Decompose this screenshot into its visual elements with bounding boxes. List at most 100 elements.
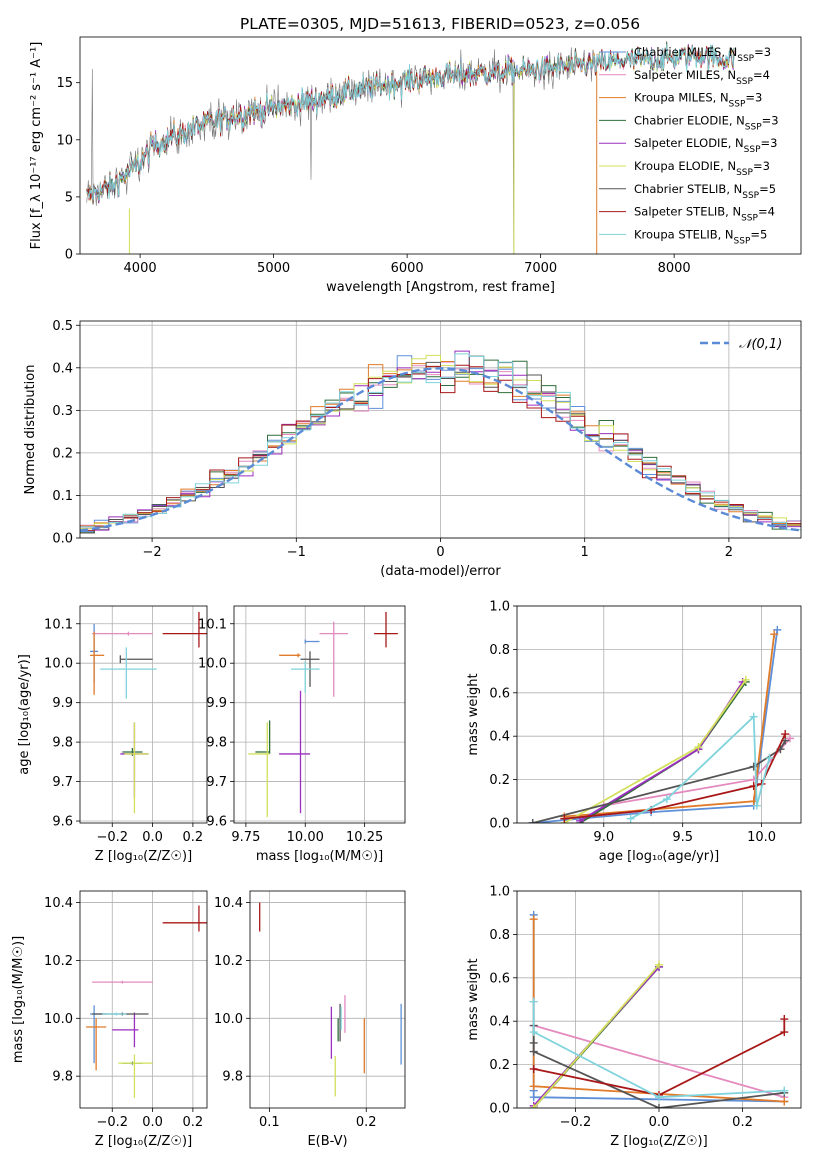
axes-frame <box>233 605 406 824</box>
weight-marker <box>529 1093 538 1102</box>
y-tick-label: 10.1 <box>44 617 73 632</box>
y-tick-label: 9.7 <box>52 775 73 790</box>
x-axis-label: Z [log₁₀(Z/Z☉)] <box>95 849 192 864</box>
x-tick-label: 0.2 <box>183 830 204 845</box>
x-tick-label: 0.0 <box>142 830 163 845</box>
legend-label-sub: SSP <box>737 54 754 64</box>
errorbar-kroupa-miles <box>90 631 105 695</box>
weight-marker <box>780 1086 789 1095</box>
y-axis-label: mass [log₁₀(M/M☉)] <box>11 936 26 1063</box>
y-tick-label: 9.8 <box>52 736 73 751</box>
axes-frame <box>79 605 208 824</box>
normal-curve <box>80 367 801 532</box>
weight-marker <box>780 1028 789 1037</box>
y-tick-label: 0.5 <box>52 319 73 334</box>
x-axis-label: (data-model)/error <box>380 564 501 579</box>
legend-label: Salpeter MILES, NSSP=4 <box>634 68 770 87</box>
legend-label-sub: SSP <box>736 168 753 178</box>
x-axis-label: Z [log₁₀(Z/Z☉)] <box>610 1134 707 1149</box>
legend-label: Kroupa ELODIE, NSSP=3 <box>634 159 770 178</box>
legend-label-tail: =3 <box>761 136 778 150</box>
legend-label-name: Chabrier MILES, N <box>634 45 737 59</box>
y-tick-label: 0.1 <box>52 489 73 504</box>
y-tick-label: 0.6 <box>489 686 510 701</box>
x-tick-label: 0.2 <box>356 1115 377 1130</box>
y-tick-label: 10.2 <box>214 954 243 969</box>
x-tick-label: 10.0 <box>747 830 776 845</box>
plot-area-weight-vs-age <box>528 625 794 823</box>
weight-line-kroupa-stelib <box>532 1001 785 1099</box>
y-axis-label: Normed distribution <box>23 365 38 495</box>
weight-marker <box>626 814 635 823</box>
weight-line-kroupa-elodie <box>533 964 660 1108</box>
y-tick-label: 10.0 <box>44 1012 73 1027</box>
errorbar-salpeter-stelib <box>162 905 207 932</box>
y-tick-label: 0.8 <box>489 643 510 658</box>
weight-marker <box>560 814 569 823</box>
legend-label-sub: SSP <box>736 77 753 87</box>
x-tick-label: 0.2 <box>732 1115 753 1130</box>
x-axis-label: mass [log₁₀(M/M☉)] <box>256 849 383 864</box>
errorbar-kroupa-elodie <box>118 1054 153 1098</box>
y-axis-label: age [log₁₀(age/yr)] <box>17 654 32 775</box>
x-tick-label: 0.1 <box>259 1115 280 1130</box>
legend-label-name: Salpeter MILES, N <box>634 68 736 82</box>
errorbar-chabrier-stelib <box>119 655 153 664</box>
y-tick-label: 9.7 <box>206 775 227 790</box>
y-tick-label: 9.8 <box>206 736 227 751</box>
errorbar-salpeter-stelib <box>374 611 398 648</box>
legend-label-name: Chabrier STELIB, N <box>634 182 742 196</box>
x-tick-label: 8000 <box>658 261 691 276</box>
weight-marker <box>765 753 774 762</box>
axes-frame <box>79 890 208 1109</box>
plot-area-mass-vs-Z <box>86 905 207 1098</box>
legend-label: Kroupa MILES, NSSP=3 <box>634 91 762 110</box>
x-tick-label: 10.25 <box>346 830 383 845</box>
y-tick-label: 10.4 <box>44 896 73 911</box>
legend-label-tail: =5 <box>759 182 776 196</box>
y-tick-label: 0.4 <box>52 361 73 376</box>
x-axis-label: age [log₁₀(age/yr)] <box>599 849 720 864</box>
axes-frame <box>516 605 802 824</box>
legend-label: Kroupa STELIB, NSSP=5 <box>634 227 767 246</box>
weight-marker <box>576 816 585 823</box>
y-tick-label: 5 <box>65 190 73 205</box>
y-tick-label: 0.8 <box>489 928 510 943</box>
errorbar-salpeter-miles <box>92 631 153 636</box>
x-tick-label: 1 <box>581 545 589 560</box>
legend-label-name: Kroupa ELODIE, N <box>634 159 736 173</box>
plot-area-weight-vs-Z <box>529 910 789 1108</box>
weight-marker <box>781 730 790 739</box>
errorbar-kroupa-miles <box>86 1018 107 1071</box>
y-tick-label: 9.9 <box>52 696 73 711</box>
legend-label-name: Chabrier ELODIE, N <box>634 113 745 127</box>
x-tick-label: −0.2 <box>560 1115 592 1130</box>
weight-marker <box>780 1015 789 1024</box>
y-tick-label: 9.6 <box>52 815 73 830</box>
y-tick-label: 0.3 <box>52 404 73 419</box>
axes-frame <box>79 36 802 255</box>
panel-weight-vs-age: 9.0 9.5 10.0 0.0 0.2 0.4 0.6 0.8 1.0 age [log₁₀(a… <box>466 600 802 864</box>
legend-label-tail: =3 <box>745 91 762 105</box>
y-axis-label: mass weight <box>466 958 481 1040</box>
y-tick-label: 10.0 <box>198 657 227 672</box>
errorbar-kroupa-elodie <box>248 722 270 818</box>
x-axis-label: E(B-V) <box>307 1134 347 1149</box>
legend-label-name: Kroupa STELIB, N <box>634 227 734 241</box>
hist-kroupa-stelib <box>80 353 801 531</box>
y-tick-label: 0.0 <box>489 817 510 832</box>
y-tick-label: 10.4 <box>214 896 243 911</box>
y-tick-label: 10.1 <box>198 617 227 632</box>
weight-marker <box>529 1082 538 1091</box>
plot-area-residuals <box>80 350 801 534</box>
panel-mass-vs-Z: −0.2 0.0 0.2 9.8 10.0 10.2 10.4 Z [log₁₀(Z/Z☉)]… <box>11 890 208 1149</box>
x-axis-label: Z [log₁₀(Z/Z☉)] <box>95 1134 192 1149</box>
y-tick-label: 0.2 <box>52 446 73 461</box>
weight-marker <box>529 1028 538 1037</box>
y-tick-label: 10.2 <box>44 954 73 969</box>
plot-area-spectrum <box>86 41 735 254</box>
x-tick-label: 9.75 <box>231 830 260 845</box>
y-tick-label: 1.0 <box>489 885 510 900</box>
legend-label-tail: =3 <box>754 45 771 59</box>
